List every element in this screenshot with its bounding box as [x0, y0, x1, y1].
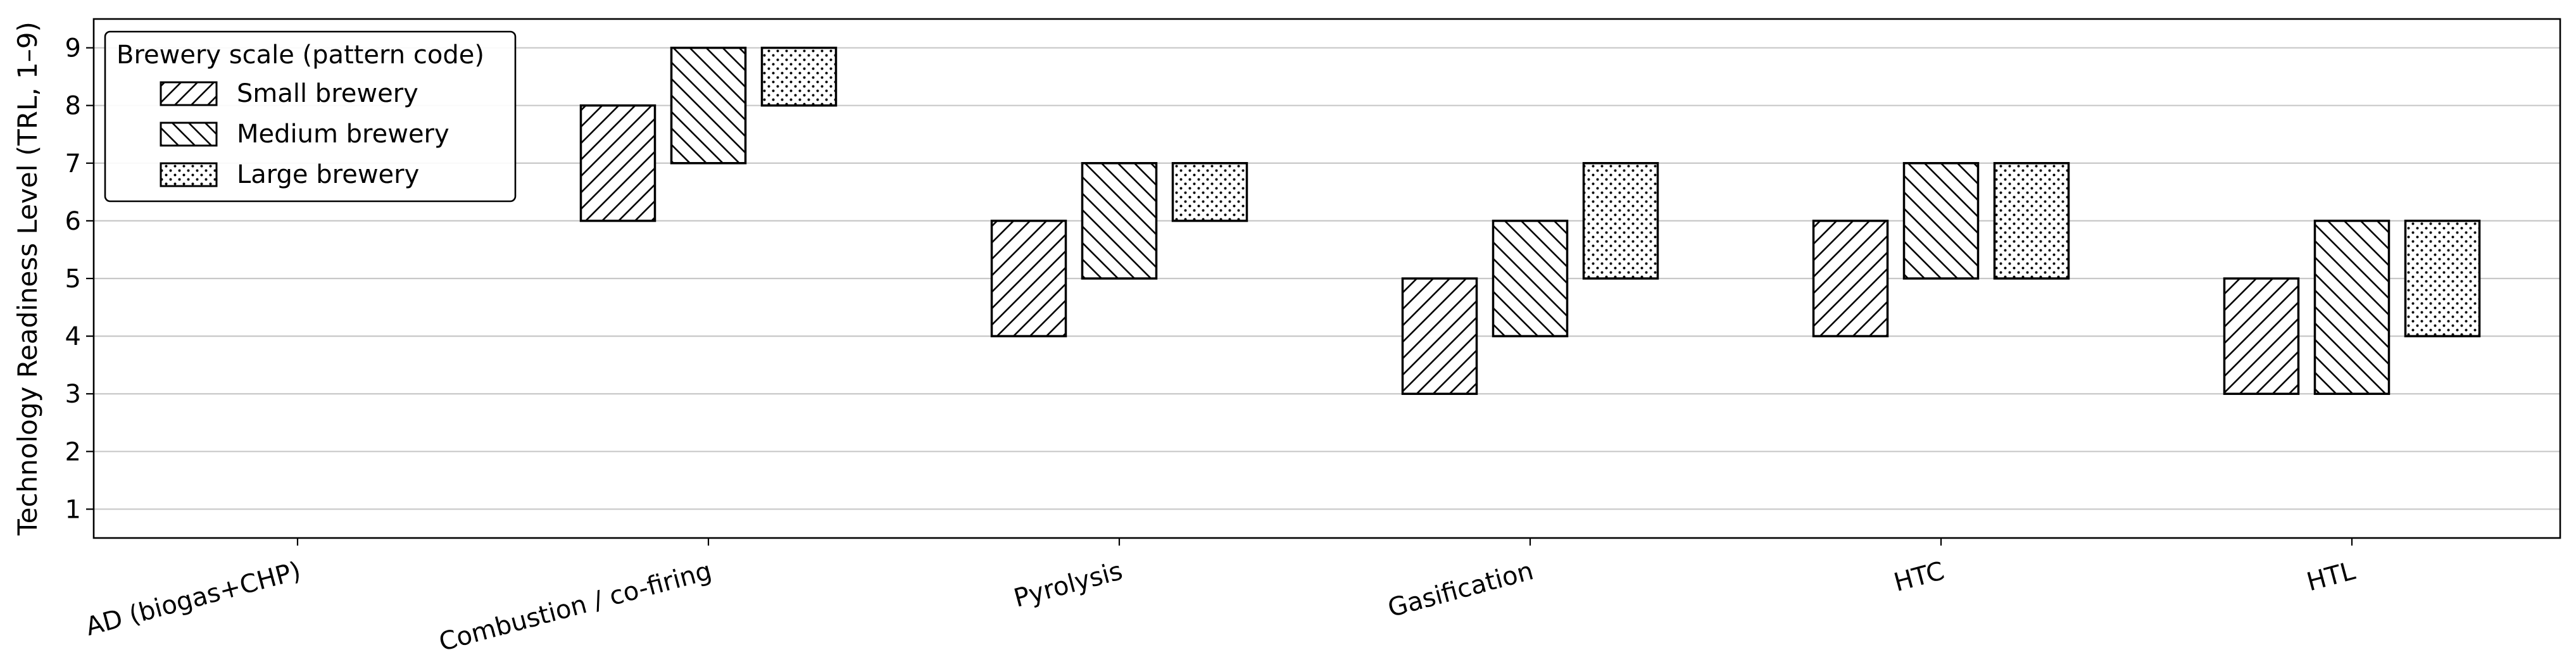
- bar-small-brewery-1: [579, 104, 657, 222]
- legend-swatch-large-brewery: [160, 162, 218, 187]
- bar-large-brewery-4: [1993, 162, 2070, 280]
- x-category-label: Gasification: [1385, 556, 1536, 623]
- x-category-label: HTL: [2304, 556, 2359, 597]
- x-category-label: Combustion / co-firing: [436, 556, 715, 657]
- y-tick-label: 7: [65, 149, 81, 178]
- y-tick-label: 1: [65, 495, 81, 524]
- x-category-label: AD (biogas+CHP): [83, 556, 304, 642]
- bar-large-brewery-3: [1582, 162, 1659, 280]
- x-category-label: Pyrolysis: [1011, 556, 1126, 613]
- legend-box: [104, 30, 517, 203]
- bar-medium-brewery-1: [670, 46, 747, 165]
- y-tick-label: 8: [65, 92, 81, 121]
- bar-medium-brewery-3: [1492, 220, 1569, 337]
- y-tick-label: 2: [65, 437, 81, 466]
- y-tick-label: 3: [65, 380, 81, 409]
- bar-small-brewery-3: [1401, 277, 1478, 395]
- y-tick-label: 9: [65, 34, 81, 63]
- legend: Brewery scale (pattern code) Small brewer…: [104, 30, 517, 203]
- bar-medium-brewery-4: [1902, 162, 1980, 280]
- plot-frame: [92, 18, 2561, 539]
- bar-large-brewery-1: [760, 46, 838, 107]
- y-tick-label: 4: [65, 322, 81, 351]
- bar-large-brewery-2: [1171, 162, 1248, 222]
- legend-entry: Medium brewery: [237, 120, 449, 149]
- legend-title: Brewery scale (pattern code): [116, 41, 484, 70]
- range-bars: [579, 46, 2481, 395]
- y-tick-label: 6: [65, 207, 81, 236]
- legend-entry: Small brewery: [237, 79, 418, 108]
- bar-medium-brewery-5: [2313, 220, 2391, 395]
- legend-swatch-small-brewery: [160, 81, 218, 106]
- bar-small-brewery-4: [1812, 220, 1889, 337]
- bar-large-brewery-5: [2404, 220, 2481, 337]
- y-tick-label: 5: [65, 265, 81, 294]
- bar-small-brewery-2: [990, 220, 1067, 337]
- bar-small-brewery-5: [2223, 277, 2300, 395]
- x-category-label: HTC: [1891, 556, 1947, 597]
- bar-medium-brewery-2: [1081, 162, 1158, 280]
- legend-entry: Large brewery: [237, 160, 419, 189]
- legend-swatch-medium-brewery: [160, 122, 218, 147]
- y-axis-label: Technology Readiness Level (TRL, 1–9): [12, 22, 43, 536]
